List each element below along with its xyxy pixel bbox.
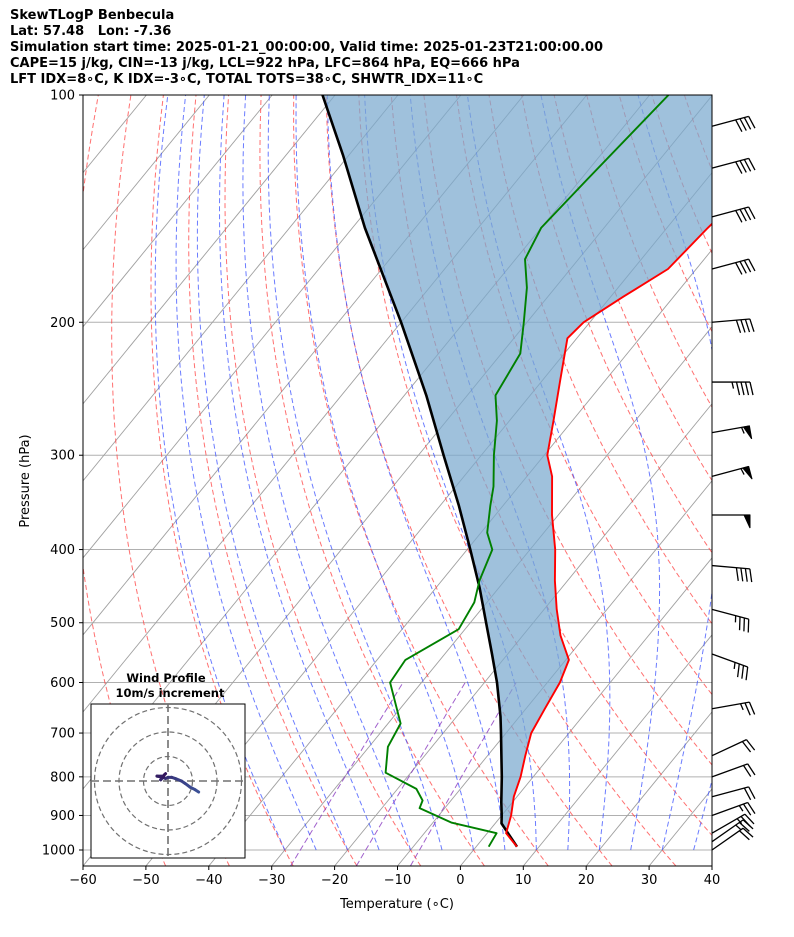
dry-adiabat bbox=[521, 95, 712, 554]
moist-adiabat bbox=[175, 95, 317, 851]
isotherm-line bbox=[83, 95, 462, 559]
y-tick-label: 1000 bbox=[42, 844, 75, 859]
y-tick-label: 500 bbox=[50, 616, 75, 631]
wind-barb bbox=[711, 115, 756, 132]
isotherm-line bbox=[334, 403, 712, 866]
wind-barb bbox=[712, 381, 754, 396]
dry-adiabat bbox=[586, 95, 712, 409]
isotherm-line bbox=[522, 634, 712, 866]
y-tick-label: 100 bbox=[50, 89, 75, 104]
isotherm-line bbox=[83, 95, 336, 405]
moist-adiabat bbox=[466, 95, 611, 851]
dry-adiabat bbox=[717, 95, 794, 866]
isotherm-line bbox=[460, 557, 712, 866]
moist-adiabat bbox=[725, 95, 794, 850]
hodograph-plot bbox=[91, 704, 245, 858]
mixing-ratio-line bbox=[355, 682, 466, 866]
wind-barb bbox=[711, 608, 750, 633]
wind-barb bbox=[711, 801, 756, 817]
y-axis-label: Pressure (hPa) bbox=[18, 434, 33, 527]
isotherm-line bbox=[585, 711, 712, 866]
x-axis-label: Temperature (∘C) bbox=[339, 897, 454, 912]
mixing-ratio-line bbox=[409, 682, 517, 866]
x-tick-label: 20 bbox=[578, 873, 595, 888]
wind-barb bbox=[711, 827, 754, 851]
dewpoint-line bbox=[384, 95, 670, 848]
dry-adiabat bbox=[188, 95, 358, 866]
isotherm-line bbox=[83, 95, 210, 251]
dry-adiabat bbox=[456, 95, 712, 696]
x-tick-label: 30 bbox=[641, 873, 658, 888]
isotherm-line bbox=[83, 95, 84, 97]
location-line: Lat: 57.48 Lon: -7.36 bbox=[10, 24, 172, 39]
moist-adiabat bbox=[218, 95, 380, 851]
isotherm-line bbox=[775, 95, 794, 866]
moist-adiabat bbox=[196, 95, 349, 851]
moist-adiabat bbox=[637, 95, 712, 851]
wind-barb bbox=[711, 206, 756, 223]
wind-barb bbox=[711, 157, 756, 174]
axis-ticks: −60 −50 −40 −30 −20 −10 0 10 20 30 40 1000 900 800 700… bbox=[42, 89, 720, 889]
x-tick-label: 10 bbox=[515, 873, 532, 888]
dry-adiabat bbox=[750, 95, 794, 866]
y-tick-label: 400 bbox=[50, 543, 75, 558]
temperature-line bbox=[505, 222, 712, 848]
dry-adiabat bbox=[488, 95, 712, 625]
wind-barb bbox=[711, 739, 756, 757]
chart-title: SkewTLogP Benbecula bbox=[10, 8, 175, 23]
profile-lines bbox=[321, 95, 712, 848]
x-tick-label: −50 bbox=[132, 873, 159, 888]
wind-barb bbox=[711, 258, 756, 275]
x-tick-label: −40 bbox=[195, 873, 222, 888]
wind-barb bbox=[711, 786, 756, 801]
y-tick-label: 600 bbox=[50, 676, 75, 691]
wind-barbs bbox=[711, 115, 756, 851]
wind-barb bbox=[711, 465, 753, 480]
cape-area bbox=[322, 95, 712, 847]
wind-barb bbox=[711, 564, 753, 583]
wind-barb bbox=[711, 763, 756, 778]
hodograph-inset: Wind Profile 10m/s increment bbox=[90, 671, 246, 859]
x-tick-label: 0 bbox=[456, 873, 464, 888]
hodograph-trace bbox=[162, 772, 168, 777]
dry-adiabat bbox=[150, 95, 294, 866]
y-tick-label: 700 bbox=[50, 727, 75, 742]
y-tick-label: 300 bbox=[50, 449, 75, 464]
index-line: LFT IDX=8∘C, K IDX=-3∘C, TOTAL TOTS=38∘C… bbox=[10, 72, 484, 87]
wind-barb bbox=[711, 425, 753, 440]
wind-barb bbox=[712, 514, 751, 529]
dry-adiabat bbox=[259, 95, 485, 866]
moist-adiabat bbox=[326, 95, 506, 851]
dry-adiabat bbox=[782, 95, 794, 866]
isotherm-line bbox=[83, 95, 273, 328]
wind-barb bbox=[711, 813, 755, 834]
y-tick-label: 800 bbox=[50, 770, 75, 785]
wind-barb bbox=[711, 318, 755, 334]
hodograph-subtitle: 10m/s increment bbox=[116, 686, 225, 700]
wind-barb bbox=[711, 653, 749, 681]
moist-adiabat bbox=[242, 95, 412, 851]
x-tick-label: −10 bbox=[384, 873, 411, 888]
hodograph-title: Wind Profile bbox=[126, 671, 206, 685]
x-tick-label: −30 bbox=[258, 873, 285, 888]
mixing-ratio-line bbox=[290, 682, 404, 866]
moist-adiabat bbox=[364, 95, 537, 851]
moist-adiabat bbox=[267, 95, 443, 851]
moist-adiabat bbox=[540, 95, 661, 851]
parcel-profile-line bbox=[321, 95, 519, 848]
y-tick-label: 200 bbox=[50, 316, 75, 331]
wind-barb bbox=[711, 701, 756, 716]
chart-header: SkewTLogP Benbecula Lat: 57.48 Lon: -7.3… bbox=[10, 8, 603, 88]
x-tick-label: 40 bbox=[704, 873, 721, 888]
moist-adiabat bbox=[154, 95, 286, 851]
x-tick-label: −60 bbox=[69, 873, 96, 888]
y-tick-label: 900 bbox=[50, 809, 75, 824]
x-tick-label: −20 bbox=[321, 873, 348, 888]
cape-line: CAPE=15 j/kg, CIN=-13 j/kg, LCL=922 hPa,… bbox=[10, 56, 520, 71]
time-line: Simulation start time: 2025-01-21_00:00:… bbox=[10, 40, 603, 55]
cape-fill bbox=[322, 95, 712, 847]
dry-adiabat bbox=[224, 95, 422, 866]
isotherm-line bbox=[271, 326, 712, 866]
